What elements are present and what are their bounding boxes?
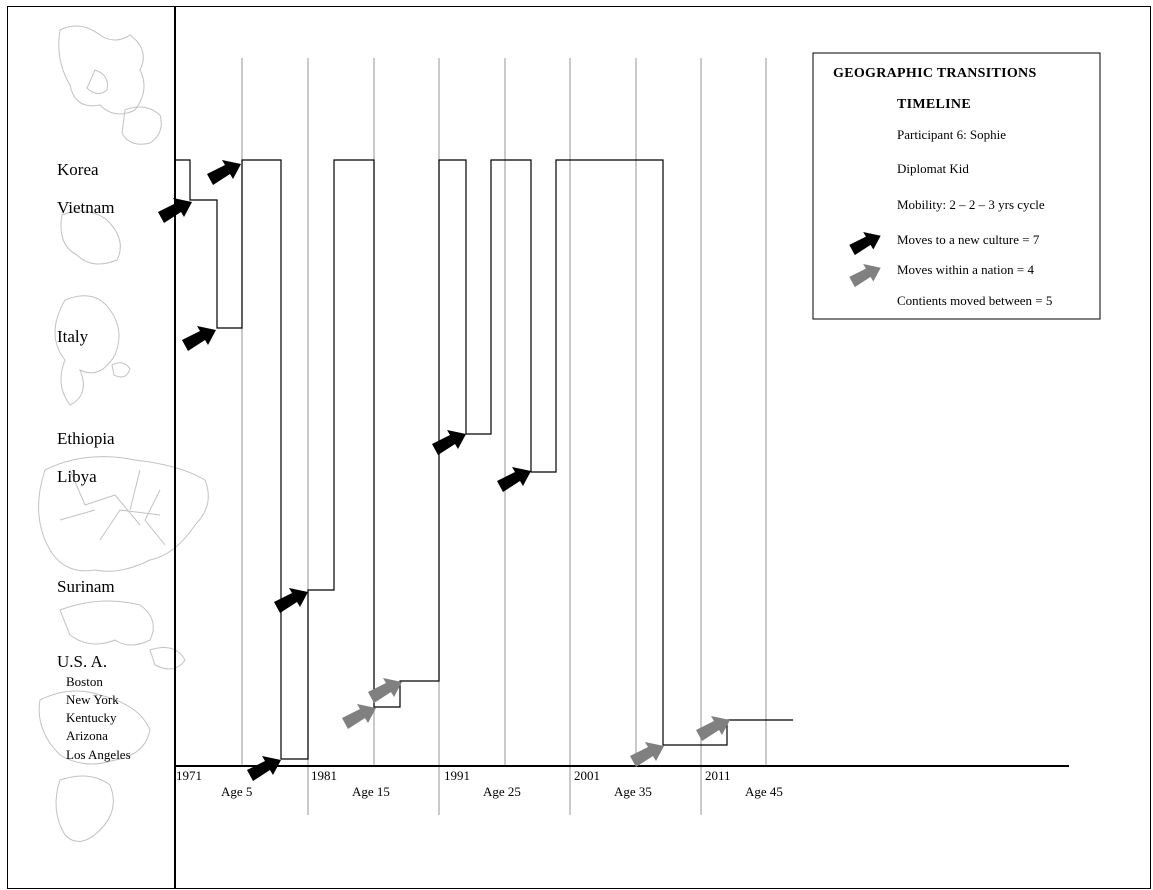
place-libya: Libya bbox=[57, 467, 97, 486]
black-arrow-icon bbox=[497, 467, 531, 492]
city-arizona: Arizona bbox=[66, 728, 108, 743]
place-surinam: Surinam bbox=[57, 577, 115, 596]
legend-title: GEOGRAPHIC TRANSITIONS bbox=[833, 66, 1037, 81]
legend-type: Diplomat Kid bbox=[897, 161, 969, 176]
age-label: Age 45 bbox=[745, 784, 783, 799]
legend-mobility: Mobility: 2 – 2 – 3 yrs cycle bbox=[897, 197, 1045, 212]
black-arrow-icon bbox=[182, 326, 216, 351]
new-culture-arrows bbox=[158, 160, 531, 781]
migration-path bbox=[175, 159, 793, 760]
legend-participant: Participant 6: Sophie bbox=[897, 127, 1006, 142]
black-arrow-icon bbox=[432, 430, 466, 455]
place-korea: Korea bbox=[57, 160, 99, 179]
city-boston: Boston bbox=[66, 674, 103, 689]
year-label: 1971 bbox=[176, 768, 202, 783]
legend-within-nation: Moves within a nation = 4 bbox=[897, 262, 1034, 277]
year-label: 1991 bbox=[444, 768, 470, 783]
legend-new-culture: Moves to a new culture = 7 bbox=[897, 232, 1040, 247]
gray-arrow-icon bbox=[630, 742, 664, 767]
legend-continents: Contients moved between = 5 bbox=[897, 293, 1052, 308]
place-labels: Korea Vietnam Italy Ethiopia Libya Surin… bbox=[57, 160, 131, 762]
legend-subtitle: TIMELINE bbox=[897, 97, 971, 112]
place-usa: U.S. A. bbox=[57, 652, 107, 671]
age-label: Age 25 bbox=[483, 784, 521, 799]
legend: GEOGRAPHIC TRANSITIONS TIMELINE Particip… bbox=[812, 52, 1101, 320]
gray-arrow-icon bbox=[368, 678, 402, 703]
age-label: Age 35 bbox=[614, 784, 652, 799]
diagram-frame bbox=[7, 6, 1151, 889]
city-los-angeles: Los Angeles bbox=[66, 747, 131, 762]
black-arrow-icon bbox=[274, 588, 308, 613]
year-label: 1981 bbox=[311, 768, 337, 783]
place-vietnam: Vietnam bbox=[57, 198, 115, 217]
place-ethiopia: Ethiopia bbox=[57, 429, 115, 448]
black-arrow-icon bbox=[247, 756, 281, 781]
year-label: 2011 bbox=[705, 768, 731, 783]
year-label: 2001 bbox=[574, 768, 600, 783]
gray-arrow-icon bbox=[342, 704, 376, 729]
age-labels: Age 5 Age 15 Age 25 Age 35 Age 45 bbox=[221, 784, 783, 799]
city-new-york: New York bbox=[66, 692, 119, 707]
place-italy: Italy bbox=[57, 327, 89, 346]
timeline-gridlines bbox=[241, 58, 767, 815]
black-arrow-icon bbox=[207, 160, 241, 185]
world-map-outline bbox=[38, 25, 209, 842]
year-labels: 1971 1981 1991 2001 2011 bbox=[176, 768, 731, 783]
age-label: Age 15 bbox=[352, 784, 390, 799]
city-kentucky: Kentucky bbox=[66, 710, 117, 725]
age-label: Age 5 bbox=[221, 784, 252, 799]
